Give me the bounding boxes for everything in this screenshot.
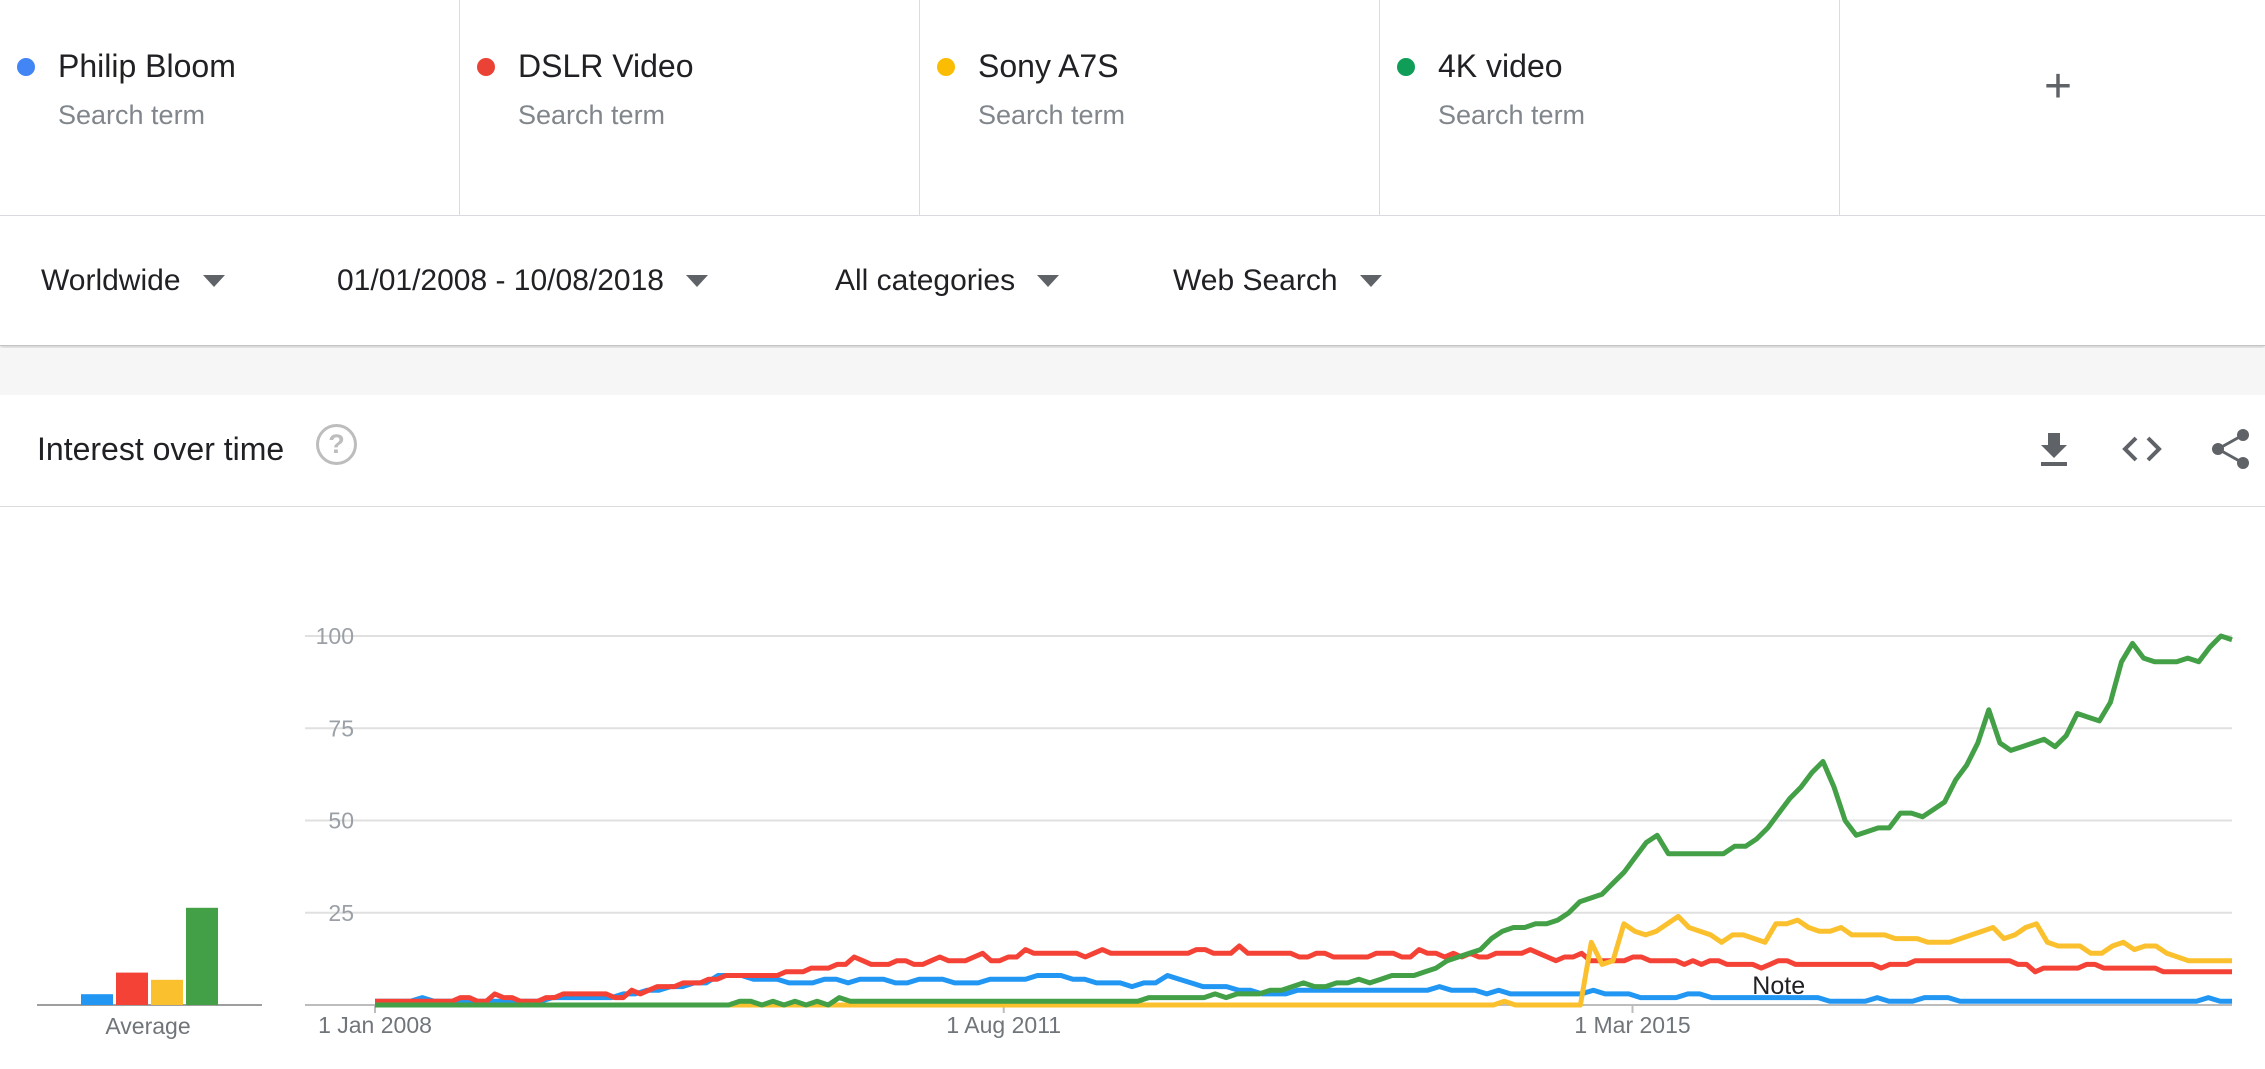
term-name: DSLR Video — [518, 48, 694, 84]
embed-icon[interactable] — [2120, 427, 2164, 471]
y-axis-ticks: 100 75 50 25 — [316, 623, 354, 926]
search-type-label: Web Search — [1173, 264, 1338, 297]
series-line — [375, 943, 2232, 1004]
term-color-dot — [477, 58, 495, 76]
term-name: 4K video — [1438, 48, 1563, 84]
term-subtitle: Search term — [1438, 100, 1586, 130]
add-term-button[interactable]: + — [2044, 63, 2072, 111]
y-tick-label: 75 — [328, 715, 354, 741]
average-label: Average — [105, 1013, 190, 1039]
average-bar — [81, 994, 113, 1005]
region-label: Worldwide — [41, 264, 181, 297]
series-line — [375, 973, 2232, 1004]
date-range-label: 01/01/2008 - 10/08/2018 — [337, 264, 664, 297]
category-label: All categories — [835, 264, 1016, 297]
x-axis-ticks: 1 Jan 2008 1 Aug 2011 1 Mar 2015 — [318, 1005, 1691, 1038]
search-term-card-3[interactable]: Sony A7S Search term — [920, 0, 1380, 216]
chart-grid — [305, 635, 2232, 1006]
download-icon[interactable] — [2032, 427, 2076, 471]
average-bar — [151, 979, 183, 1005]
y-tick-label: 50 — [328, 808, 354, 834]
term-subtitle: Search term — [58, 100, 206, 130]
interest-over-time-chart: 100 75 50 25 1 Jan 2008 1 Aug 2011 1 Mar 2015… — [37, 623, 2233, 1039]
caret-down-icon — [1359, 275, 1382, 287]
term-color-dot — [17, 58, 35, 76]
x-tick-label: 1 Jan 2008 — [318, 1012, 432, 1038]
note-annotation[interactable]: Note — [1752, 972, 1805, 1000]
chart-annotations: Note — [1752, 972, 1805, 1000]
term-subtitle: Search term — [978, 100, 1126, 130]
caret-down-icon — [685, 275, 708, 287]
help-icon[interactable]: ? — [316, 424, 357, 465]
caret-down-icon — [1037, 275, 1060, 287]
average-bars: Average — [37, 907, 262, 1039]
plus-icon: + — [2044, 60, 2073, 113]
y-tick-label: 25 — [328, 900, 354, 926]
search-term-card-2[interactable]: DSLR Video Search term — [460, 0, 920, 216]
term-name: Philip Bloom — [58, 48, 236, 84]
region-dropdown[interactable]: Worldwide — [41, 264, 225, 298]
y-tick-label: 100 — [316, 623, 354, 649]
term-color-dot — [1397, 58, 1415, 76]
average-bar — [116, 972, 148, 1005]
search-term-card-4[interactable]: 4K video Search term — [1380, 0, 1840, 216]
term-color-dot — [937, 58, 955, 76]
section-divider — [0, 348, 2265, 395]
search-term-card-1[interactable]: Philip Bloom Search term — [0, 0, 460, 216]
x-tick-label: 1 Mar 2015 — [1574, 1012, 1690, 1038]
term-subtitle: Search term — [518, 100, 666, 130]
x-tick-label: 1 Aug 2011 — [946, 1012, 1061, 1038]
average-bar — [186, 907, 218, 1005]
search-terms-bar: Philip Bloom Search term DSLR Video Sear… — [0, 0, 2265, 216]
series-lines — [375, 633, 2233, 1008]
caret-down-icon — [202, 275, 225, 287]
share-icon[interactable] — [2209, 427, 2253, 471]
search-type-dropdown[interactable]: Web Search — [1173, 264, 1382, 298]
date-range-dropdown[interactable]: 01/01/2008 - 10/08/2018 — [337, 264, 708, 298]
series-line — [375, 633, 2233, 1008]
term-name: Sony A7S — [978, 48, 1119, 84]
filters-bar: Worldwide 01/01/2008 - 10/08/2018 All ca… — [0, 216, 2265, 346]
interest-over-time-header: Interest over time ? — [0, 395, 2265, 507]
category-dropdown[interactable]: All categories — [835, 264, 1060, 298]
section-title: Interest over time — [37, 431, 285, 467]
